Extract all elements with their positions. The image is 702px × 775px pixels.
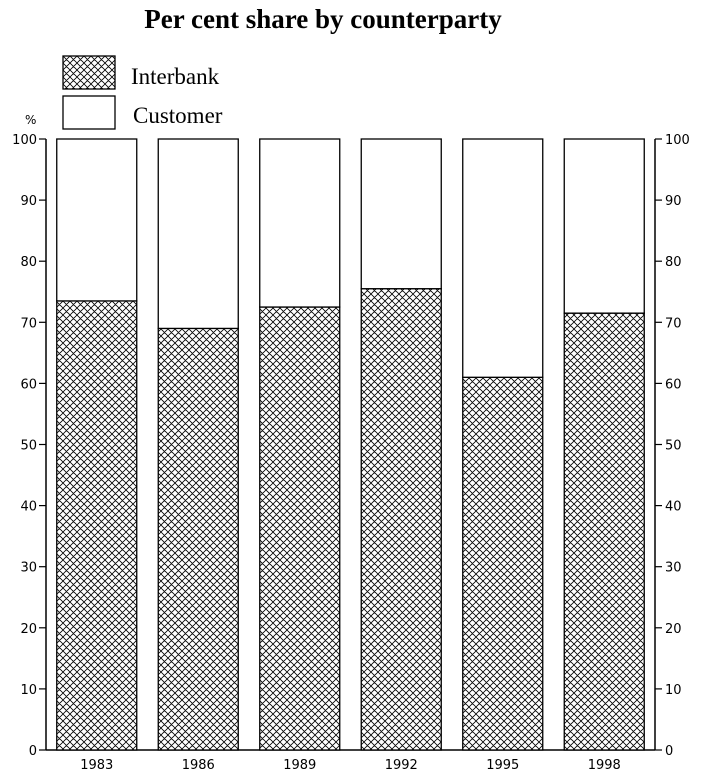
right-y-tick-label: 50 (665, 439, 682, 454)
bar-customer-1986 (157, 138, 239, 330)
x-tick-label: 1986 (182, 758, 215, 773)
legend-label-customer: Customer (133, 103, 223, 128)
left-y-tick-label: 20 (20, 622, 37, 637)
ticks: 0 0 10 10 20 20 30 30 40 40 50 50 60 60 70 70 80 80 90 90 10… (12, 133, 690, 759)
right-y-tick-label: 0 (665, 744, 673, 759)
right-y-tick-label: 20 (665, 622, 682, 637)
right-y-tick-label: 100 (665, 133, 690, 148)
bar-interbank-1983 (56, 300, 138, 751)
legend-label-interbank: Interbank (131, 64, 220, 89)
left-y-tick-label: 40 (20, 500, 37, 515)
right-y-tick-label: 30 (665, 561, 682, 576)
x-tick-labels: 1983 1986 1989 1992 1995 1998 (80, 758, 621, 773)
left-y-tick-label: 60 (20, 377, 37, 392)
right-y-tick-label: 10 (665, 683, 682, 698)
x-tick-label: 1998 (588, 758, 621, 773)
right-y-tick-label: 40 (665, 500, 682, 515)
left-y-tick-label: 0 (29, 744, 37, 759)
left-y-tick-label: 90 (20, 194, 37, 209)
bar-interbank-1986 (157, 327, 239, 751)
left-y-tick-label: 50 (20, 439, 37, 454)
bar-customer-1992 (360, 138, 442, 290)
x-tick-label: 1989 (283, 758, 316, 773)
left-y-tick-label: 100 (12, 133, 37, 148)
x-tick-label: 1983 (80, 758, 113, 773)
bars (56, 138, 645, 751)
bar-customer-1998 (563, 138, 645, 314)
chart-title: Per cent share by counterparty (144, 4, 502, 34)
bar-interbank-1992 (360, 288, 442, 751)
left-y-tick-label: 10 (20, 683, 37, 698)
left-y-tick-label: 70 (20, 316, 37, 331)
right-y-tick-label: 70 (665, 316, 682, 331)
right-y-tick-label: 60 (665, 377, 682, 392)
x-tick-label: 1995 (486, 758, 519, 773)
bar-interbank-1998 (563, 312, 645, 751)
legend-swatch-customer (62, 95, 116, 130)
bar-interbank-1995 (462, 376, 544, 751)
right-y-tick-label: 90 (665, 194, 682, 209)
bar-customer-1989 (259, 138, 341, 308)
legend-swatch-interbank (62, 55, 116, 90)
legend: Interbank Customer (62, 55, 223, 130)
left-y-tick-label: 80 (20, 255, 37, 270)
right-y-tick-label: 80 (665, 255, 682, 270)
bar-customer-1995 (462, 138, 544, 378)
bar-interbank-1989 (259, 306, 341, 751)
x-tick-label: 1992 (385, 758, 418, 773)
y-axis-unit-label: % (25, 113, 36, 127)
bar-customer-1983 (56, 138, 138, 302)
left-y-tick-label: 30 (20, 561, 37, 576)
